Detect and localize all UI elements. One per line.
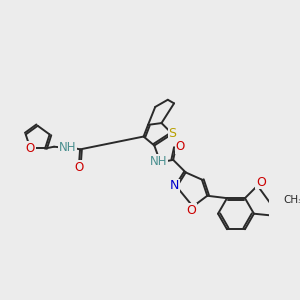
Text: NH: NH bbox=[59, 141, 76, 154]
Text: O: O bbox=[186, 204, 196, 217]
Text: NH: NH bbox=[150, 155, 168, 168]
Text: N: N bbox=[169, 179, 179, 192]
Text: CH₃: CH₃ bbox=[284, 195, 300, 205]
Text: O: O bbox=[256, 176, 266, 188]
Text: O: O bbox=[176, 140, 185, 153]
Text: O: O bbox=[74, 161, 84, 174]
Text: S: S bbox=[168, 127, 176, 140]
Text: O: O bbox=[26, 142, 35, 155]
